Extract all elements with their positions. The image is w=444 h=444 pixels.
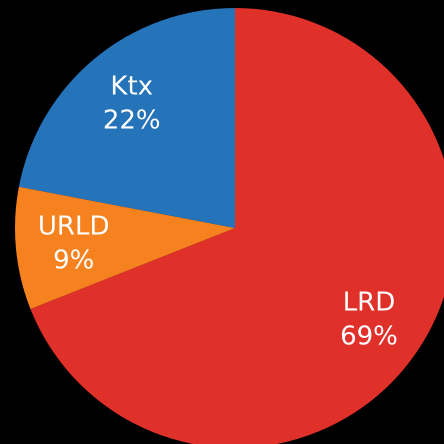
slice-label: LRD: [343, 288, 396, 318]
slice-label: Ktx: [110, 72, 153, 102]
pie-slice: [30, 8, 444, 444]
slice-value-label: 9%: [53, 246, 94, 276]
slice-value-label: 69%: [340, 322, 398, 352]
slice-label: URLD: [38, 212, 110, 242]
pie-slice: [15, 186, 236, 309]
pie-slice: [18, 7, 235, 229]
slice-value-label: 22%: [103, 106, 161, 136]
